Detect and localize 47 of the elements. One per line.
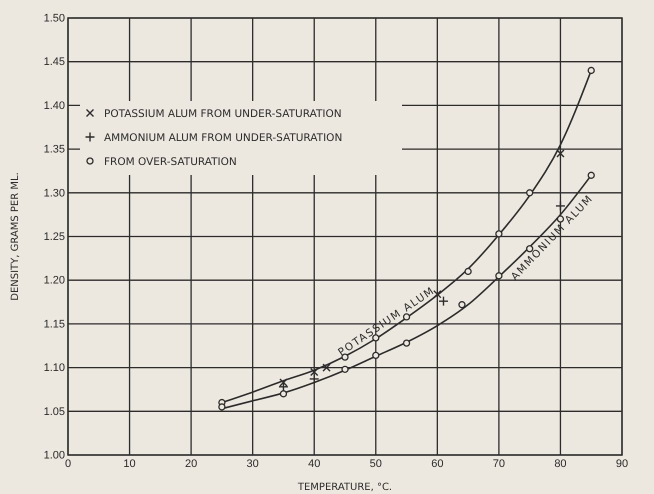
y-tick-label: 1.25: [44, 231, 65, 244]
y-tick-label: 1.40: [44, 100, 65, 112]
y-tick-label: 1.00: [44, 450, 65, 462]
point: [280, 390, 288, 398]
y-tick-label: 1.30: [44, 187, 65, 200]
y-tick-label: 1.35: [44, 144, 65, 156]
x-tick-label: 0: [64, 458, 72, 470]
y-tick-label: 1.20: [44, 274, 65, 287]
y-tick-label: 1.15: [44, 318, 65, 330]
y-tick-label: 1.50: [44, 12, 65, 25]
x-axis-title: TEMPERATURE, °C.: [296, 482, 392, 493]
legend-label: FROM OVER-SATURATION: [104, 156, 237, 168]
point: [555, 200, 566, 212]
point: [556, 215, 564, 223]
point: [438, 296, 449, 306]
point: [588, 172, 595, 179]
point: [218, 403, 226, 411]
point: [526, 189, 534, 196]
x-tick-label: 10: [123, 458, 136, 470]
legend-label: POTASSIUM ALUM FROM UNDER-SATURATION: [104, 108, 342, 120]
point: [588, 66, 595, 74]
legend-label: AMMONIUM ALUM FROM UNDER-SATURATION: [104, 132, 342, 144]
y-tick-label: 1.45: [44, 56, 65, 68]
x-tick-label: 80: [554, 458, 567, 470]
point: [402, 339, 410, 347]
y-tick-label: 1.05: [44, 406, 65, 418]
y-tick-label: 1.10: [44, 362, 65, 374]
y-axis-title: DENSITY, GRAMS PER ML.: [10, 172, 21, 301]
point: [310, 368, 318, 376]
x-tick-label: 20: [184, 458, 198, 470]
x-tick-label: 40: [308, 458, 320, 470]
point: [322, 363, 331, 372]
x-tick-label: 90: [616, 458, 628, 470]
point: [556, 149, 565, 158]
x-tick-label: 30: [246, 458, 259, 470]
point: [309, 374, 320, 384]
x-tick-label: 50: [370, 458, 382, 470]
x-tick-label: 70: [492, 458, 506, 470]
point: [495, 272, 503, 280]
point: [279, 378, 288, 387]
point: [458, 301, 466, 308]
point: [495, 230, 503, 238]
point: [402, 313, 410, 321]
x-tick-label: 60: [431, 458, 444, 470]
point: [464, 268, 472, 276]
point: [433, 290, 442, 298]
point: [341, 366, 349, 373]
